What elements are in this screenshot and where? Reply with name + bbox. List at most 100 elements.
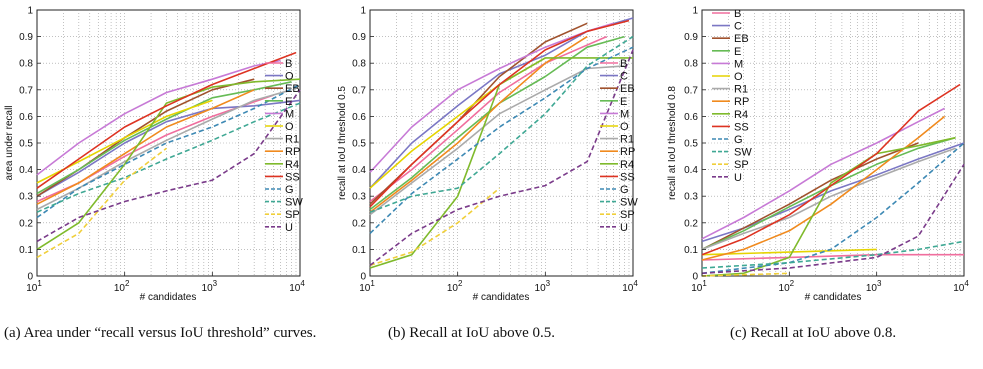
x-tick-label: 103 bbox=[202, 279, 218, 294]
y-tick-label: 0.5 bbox=[352, 139, 366, 150]
axis-ticks-c: 0 0.1 0.2 0.3 0.4 0.5 0.6 0.7 0.8 0.9 1 101 102 103 10… bbox=[684, 6, 969, 295]
y-tick-label: 0 bbox=[692, 272, 698, 283]
series-line-sw bbox=[36, 102, 301, 213]
x-tick-label: 101 bbox=[359, 279, 375, 294]
y-tick-label: 0.7 bbox=[352, 85, 366, 96]
x-tick-label: 102 bbox=[779, 279, 795, 294]
series-line-e bbox=[36, 81, 292, 195]
legend-label: R1 bbox=[734, 84, 748, 96]
caption-c: (c) Recall at IoU above 0.8. bbox=[730, 325, 897, 341]
legend-label: EB bbox=[734, 33, 749, 45]
legend-label: U bbox=[620, 222, 628, 234]
series-line-ss bbox=[36, 51, 297, 189]
chart-b: 0 0.1 0.2 0.3 0.4 0.5 0.6 0.7 0.8 0.9 1 101 102 103 10… bbox=[337, 6, 638, 304]
series-line-sw bbox=[369, 35, 634, 213]
axis-ticks-b: 0 0.1 0.2 0.3 0.4 0.5 0.6 0.7 0.8 0.9 1 101 102 103 10… bbox=[352, 6, 638, 295]
x-tick-label: 102 bbox=[114, 279, 130, 294]
legend-label: SP bbox=[620, 209, 635, 221]
y-tick-label: 0.9 bbox=[352, 32, 366, 43]
series-line-eb bbox=[701, 142, 919, 251]
y-tick-label: 0.9 bbox=[19, 32, 33, 43]
grid-a bbox=[37, 10, 300, 276]
series-line-rp bbox=[36, 89, 255, 205]
chart-c: 0 0.1 0.2 0.3 0.4 0.5 0.6 0.7 0.8 0.9 1 101 102 103 10… bbox=[667, 6, 969, 304]
y-axis-label-b: recall at IoU threshold 0.5 bbox=[337, 86, 348, 200]
legend-label: SP bbox=[285, 209, 300, 221]
series-line-u bbox=[701, 163, 965, 275]
legend-label: E bbox=[285, 96, 292, 108]
legend-label: SS bbox=[620, 171, 635, 183]
series-line-c bbox=[36, 99, 301, 197]
series-line-rp bbox=[369, 35, 588, 213]
series-line-m bbox=[369, 22, 614, 173]
legend-label: SW bbox=[734, 147, 752, 159]
y-tick-label: 0 bbox=[360, 272, 366, 283]
chart-a: 0 0.1 0.2 0.3 0.4 0.5 0.6 0.7 0.8 0.9 1 101 102 103 10… bbox=[4, 6, 305, 304]
legend-label: G bbox=[285, 184, 294, 196]
legend-label: R1 bbox=[620, 134, 634, 146]
y-axis-label-a: area under recall bbox=[4, 105, 15, 180]
legend-label: SW bbox=[285, 197, 303, 209]
x-tick-label: 103 bbox=[535, 279, 551, 294]
y-tick-label: 0.5 bbox=[19, 139, 33, 150]
x-axis-label-c: # candidates bbox=[805, 292, 862, 303]
caption-a: (a) Area under “recall versus IoU thresh… bbox=[4, 325, 317, 341]
y-tick-label: 0.6 bbox=[352, 112, 366, 123]
series-line-g bbox=[36, 83, 301, 219]
legend-label: R4 bbox=[620, 159, 634, 171]
legend-label: G bbox=[620, 184, 629, 196]
series-line-g bbox=[369, 46, 634, 234]
y-tick-label: 0.7 bbox=[684, 85, 698, 96]
legend-label: G bbox=[734, 134, 743, 146]
legend-label: EB bbox=[620, 83, 635, 95]
y-tick-label: 1 bbox=[692, 6, 698, 17]
x-tick-label: 102 bbox=[447, 279, 463, 294]
series-line-r1 bbox=[701, 147, 956, 251]
y-tick-label: 1 bbox=[27, 6, 33, 17]
series-line-b bbox=[701, 253, 964, 261]
legend-label: R4 bbox=[285, 159, 299, 171]
y-tick-label: 0.2 bbox=[684, 218, 698, 229]
x-axis-label-a: # candidates bbox=[140, 292, 197, 303]
y-tick-label: 0 bbox=[27, 272, 33, 283]
series-lines-a bbox=[36, 51, 301, 259]
legend-label: M bbox=[620, 108, 629, 120]
legend-label: R4 bbox=[734, 109, 748, 121]
series-line-o bbox=[701, 248, 877, 256]
legend-label: C bbox=[620, 71, 628, 83]
series-lines-b bbox=[369, 17, 634, 269]
series-line-c bbox=[369, 17, 634, 189]
y-tick-label: 0.1 bbox=[684, 245, 698, 256]
axis-ticks-a: 0 0.1 0.2 0.3 0.4 0.5 0.6 0.7 0.8 0.9 1 101 102 103 10… bbox=[19, 6, 305, 295]
legend-label: O bbox=[620, 121, 629, 133]
series-line-r4 bbox=[369, 57, 633, 269]
y-tick-label: 0.8 bbox=[19, 59, 33, 70]
series-line-rp bbox=[701, 115, 946, 261]
y-tick-label: 0.2 bbox=[19, 218, 33, 229]
legend-label: RP bbox=[734, 96, 749, 108]
x-tick-label: 101 bbox=[26, 279, 42, 294]
series-line-ss bbox=[369, 19, 630, 208]
legend-label: EB bbox=[285, 83, 300, 95]
series-line-m bbox=[36, 59, 281, 176]
y-tick-label: 0.5 bbox=[684, 139, 698, 150]
series-line-b bbox=[369, 35, 607, 203]
legend-label: E bbox=[620, 96, 627, 108]
y-tick-label: 0.4 bbox=[19, 165, 33, 176]
x-tick-label: 103 bbox=[866, 279, 882, 294]
y-tick-label: 0.7 bbox=[19, 85, 33, 96]
legend-label: O bbox=[734, 71, 743, 83]
legend-label: R1 bbox=[285, 134, 299, 146]
legend-label: B bbox=[734, 8, 741, 20]
y-tick-label: 0.9 bbox=[684, 32, 698, 43]
legend-label: O bbox=[285, 71, 294, 83]
legend-label: M bbox=[734, 58, 743, 70]
series-line-sp bbox=[36, 147, 167, 259]
legend-label: SW bbox=[620, 197, 638, 209]
y-tick-label: 0.6 bbox=[684, 112, 698, 123]
series-line-r4 bbox=[701, 136, 956, 277]
series-line-r4 bbox=[36, 78, 301, 251]
legend-label: C bbox=[734, 21, 742, 33]
